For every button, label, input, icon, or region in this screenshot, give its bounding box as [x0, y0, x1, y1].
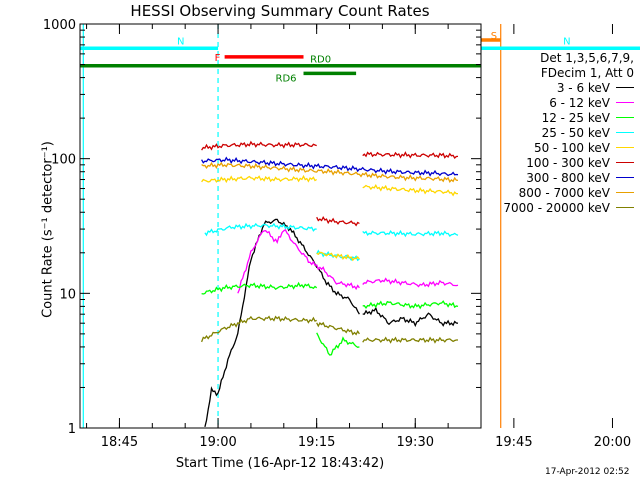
series-line-5	[201, 140, 317, 151]
y-tick-label: 1	[68, 422, 76, 437]
legend-swatch	[616, 102, 634, 103]
legend: Det 1,3,5,6,7,9, FDecim 1, Att 0 3 - 6 k…	[494, 50, 634, 215]
legend-entry: 50 - 100 keV	[494, 140, 634, 155]
series-line-8	[362, 336, 458, 344]
legend-swatch	[616, 87, 634, 88]
legend-header-line-2: FDecim 1, Att 0	[540, 65, 634, 80]
series-line-4	[201, 174, 318, 184]
series-line-7	[201, 161, 459, 184]
legend-entry: 100 - 300 keV	[494, 155, 634, 170]
y-axis-label: Count Rate (s⁻¹ detector⁻¹)	[40, 141, 56, 318]
legend-entry: 800 - 7000 keV	[494, 185, 634, 200]
series-line-2	[201, 281, 318, 295]
series-line-3	[362, 229, 459, 238]
legend-entry: 12 - 25 keV	[494, 110, 634, 125]
legend-entry: 6 - 12 keV	[494, 95, 634, 110]
flag-label-rd6: RD6	[276, 73, 297, 84]
legend-header-line-1: Det 1,3,5,6,7,9,	[540, 50, 634, 65]
series-line-0	[362, 306, 459, 328]
y-tick-label: 100	[51, 153, 76, 168]
x-tick-label: 20:00	[594, 435, 631, 450]
x-axis-label: Start Time (16-Apr-12 18:43:42)	[175, 456, 385, 471]
series-line-8	[200, 315, 317, 343]
chart-title: HESSI Observing Summary Count Rates	[130, 2, 430, 20]
series-line-2	[362, 300, 459, 310]
legend-entry: 300 - 800 keV	[494, 170, 634, 185]
legend-entry: 25 - 50 keV	[494, 125, 634, 140]
x-tick-label: 19:00	[199, 435, 236, 450]
legend-entry: 3 - 6 keV	[494, 80, 634, 95]
series-line-5	[316, 215, 360, 227]
series-line-5	[362, 151, 459, 160]
x-tick-label: 18:45	[101, 435, 138, 450]
flag-label-n: N	[563, 36, 570, 47]
series-line-1	[237, 228, 360, 294]
y-tick-label: 10	[59, 287, 76, 302]
x-tick-label: 19:15	[298, 435, 335, 450]
x-tick-label: 19:30	[397, 435, 434, 450]
flag-label-f: F	[215, 53, 221, 64]
x-tick-label: 19:45	[495, 435, 532, 450]
series-line-3	[204, 222, 317, 237]
plot-frame	[79, 23, 482, 429]
legend-swatch	[616, 132, 634, 133]
legend-entry: 7000 - 20000 keV	[494, 200, 634, 215]
y-tick-label: 1000	[43, 18, 76, 33]
legend-swatch	[616, 117, 634, 118]
flag-label-rd0: RD0	[310, 55, 331, 66]
series-line-8	[316, 321, 360, 336]
series-line-2	[316, 332, 360, 356]
legend-swatch	[616, 162, 634, 163]
series-line-0	[204, 218, 360, 428]
legend-swatch	[616, 192, 634, 193]
series-line-6	[201, 156, 459, 177]
series-line-1	[362, 277, 459, 288]
flag-label-n: N	[177, 36, 184, 47]
series-line-4	[316, 251, 360, 262]
legend-swatch	[616, 207, 634, 208]
flag-label-s: S	[491, 31, 497, 42]
series-line-4	[362, 184, 458, 197]
legend-swatch	[616, 177, 634, 178]
legend-swatch	[616, 147, 634, 148]
footer-timestamp: 17-Apr-2012 02:52	[545, 467, 630, 477]
